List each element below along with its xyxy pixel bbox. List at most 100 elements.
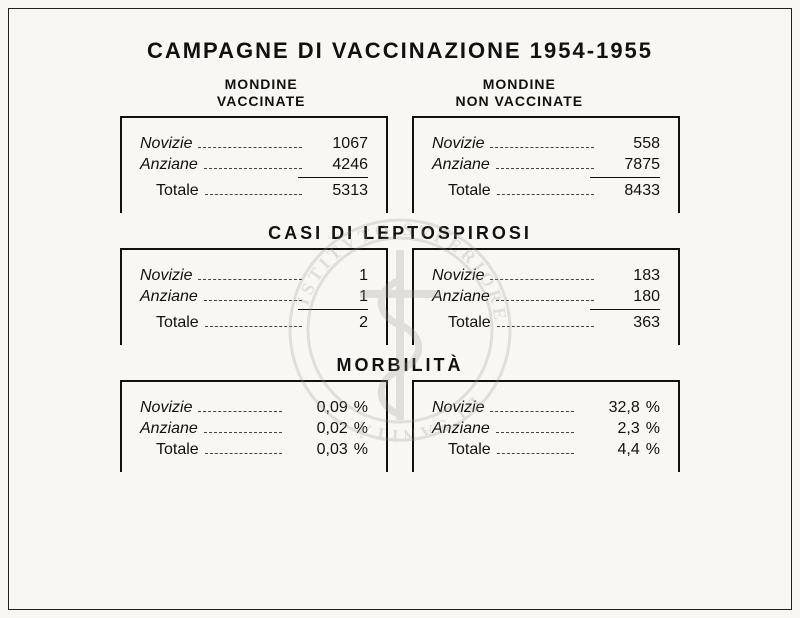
data-entry: Anziane 0,02% <box>140 420 368 438</box>
data-entry: Anziane 180 <box>432 288 660 306</box>
entry-value: 4,4 <box>580 441 640 459</box>
leader-dots <box>496 168 594 169</box>
leader-dots <box>490 411 573 412</box>
data-entry: Novizie 1067 <box>140 135 368 153</box>
entry-value: 1 <box>308 267 368 285</box>
entry-label: Anziane <box>432 156 490 174</box>
entry-label: Totale <box>432 182 491 200</box>
leader-dots <box>497 326 594 327</box>
entry-label: Novizie <box>140 267 192 285</box>
column-headers: MONDINEVACCINATE MONDINENON VACCINATE <box>40 76 760 110</box>
entry-label: Novizie <box>140 399 192 417</box>
section-row: Novizie 1067 Anziane 4246 Totale 5313 Novizie 5… <box>40 116 760 213</box>
column-header-left: MONDINEVACCINATE <box>217 76 306 110</box>
entry-value: 32,8 <box>580 399 640 417</box>
total-entry: Totale 2 <box>140 314 368 332</box>
entry-label: Anziane <box>140 288 198 306</box>
entry-label: Novizie <box>432 135 484 153</box>
data-entry: Novizie 0,09% <box>140 399 368 417</box>
data-box: Novizie183 Anziane 180 Totale 363 <box>412 248 680 345</box>
entry-unit: % <box>646 399 660 417</box>
subtotal-rule <box>590 177 660 178</box>
data-entry: Novizie183 <box>432 267 660 285</box>
entry-label: Totale <box>140 182 199 200</box>
entry-label: Novizie <box>432 267 484 285</box>
entry-label: Anziane <box>140 156 198 174</box>
entry-value: 363 <box>600 314 660 332</box>
data-entry: Anziane 7875 <box>432 156 660 174</box>
entry-unit: % <box>354 441 368 459</box>
sections-container: Novizie 1067 Anziane 4246 Totale 5313 Novizie 5… <box>40 116 760 472</box>
entry-value: 7875 <box>600 156 660 174</box>
section-row: Novizie 1 Anziane 1 Totale 2 Novizie183 Anziane… <box>40 248 760 345</box>
column-header-left-text: MONDINEVACCINATE <box>217 76 306 109</box>
leader-dots <box>205 453 282 454</box>
leader-dots <box>205 326 302 327</box>
total-entry: Totale 0,03% <box>140 441 368 459</box>
data-entry: Anziane 2,3% <box>432 420 660 438</box>
data-entry: Anziane 1 <box>140 288 368 306</box>
entry-unit: % <box>646 420 660 438</box>
data-entry: Anziane 4246 <box>140 156 368 174</box>
entry-label: Totale <box>140 314 199 332</box>
entry-value: 558 <box>600 135 660 153</box>
page: CAMPAGNE DI VACCINAZIONE 1954-1955 MONDI… <box>0 0 800 618</box>
leader-dots <box>198 411 281 412</box>
leader-dots <box>204 300 302 301</box>
entry-label: Totale <box>140 441 199 459</box>
total-entry: Totale 8433 <box>432 182 660 200</box>
leader-dots <box>497 453 574 454</box>
leader-dots <box>198 147 302 148</box>
subtotal-rule <box>298 177 368 178</box>
entry-label: Anziane <box>432 420 490 438</box>
entry-value: 8433 <box>600 182 660 200</box>
total-entry: Totale 363 <box>432 314 660 332</box>
entry-value: 1067 <box>308 135 368 153</box>
data-box: Novizie 0,09% Anziane 0,02% Totale 0,03% <box>120 380 388 472</box>
data-box: Novizie 1067 Anziane 4246 Totale 5313 <box>120 116 388 213</box>
entry-value: 0,09 <box>288 399 348 417</box>
leader-dots <box>490 279 594 280</box>
column-header-right: MONDINENON VACCINATE <box>456 76 584 110</box>
data-box: Novizie 1 Anziane 1 Totale 2 <box>120 248 388 345</box>
entry-label: Anziane <box>140 420 198 438</box>
entry-value: 180 <box>600 288 660 306</box>
column-header-right-text: MONDINENON VACCINATE <box>456 76 584 109</box>
leader-dots <box>490 147 594 148</box>
entry-label: Totale <box>432 441 491 459</box>
data-entry: Novizie 32,8% <box>432 399 660 417</box>
entry-value: 0,03 <box>288 441 348 459</box>
entry-label: Totale <box>432 314 491 332</box>
leader-dots <box>205 194 302 195</box>
entry-label: Novizie <box>432 399 484 417</box>
entry-value: 1 <box>308 288 368 306</box>
entry-value: 5313 <box>308 182 368 200</box>
entry-value: 4246 <box>308 156 368 174</box>
section-row: Novizie0,09%Anziane0,02%Totale0,03%Noviz… <box>40 380 760 472</box>
entry-unit: % <box>646 441 660 459</box>
leader-dots <box>198 279 302 280</box>
entry-value: 2 <box>308 314 368 332</box>
entry-value: 0,02 <box>288 420 348 438</box>
subtotal-rule <box>590 309 660 310</box>
subtotal-rule <box>298 309 368 310</box>
leader-dots <box>204 168 302 169</box>
entry-label: Anziane <box>432 288 490 306</box>
entry-unit: % <box>354 420 368 438</box>
data-entry: Novizie 1 <box>140 267 368 285</box>
leader-dots <box>496 432 574 433</box>
total-entry: Totale 4,4% <box>432 441 660 459</box>
section-title: CASI DI LEPTOSPIROSI <box>40 223 760 244</box>
leader-dots <box>497 194 594 195</box>
data-box: Novizie 558 Anziane 7875 Totale 8433 <box>412 116 680 213</box>
entry-label: Novizie <box>140 135 192 153</box>
data-box: Novizie 32,8% Anziane 2,3% Totale 4,4% <box>412 380 680 472</box>
entry-unit: % <box>354 399 368 417</box>
leader-dots <box>204 432 282 433</box>
leader-dots <box>496 300 594 301</box>
section-title: MORBILITÀ <box>40 355 760 376</box>
total-entry: Totale 5313 <box>140 182 368 200</box>
data-entry: Novizie 558 <box>432 135 660 153</box>
page-title: CAMPAGNE DI VACCINAZIONE 1954-1955 <box>40 38 760 64</box>
entry-value: 2,3 <box>580 420 640 438</box>
